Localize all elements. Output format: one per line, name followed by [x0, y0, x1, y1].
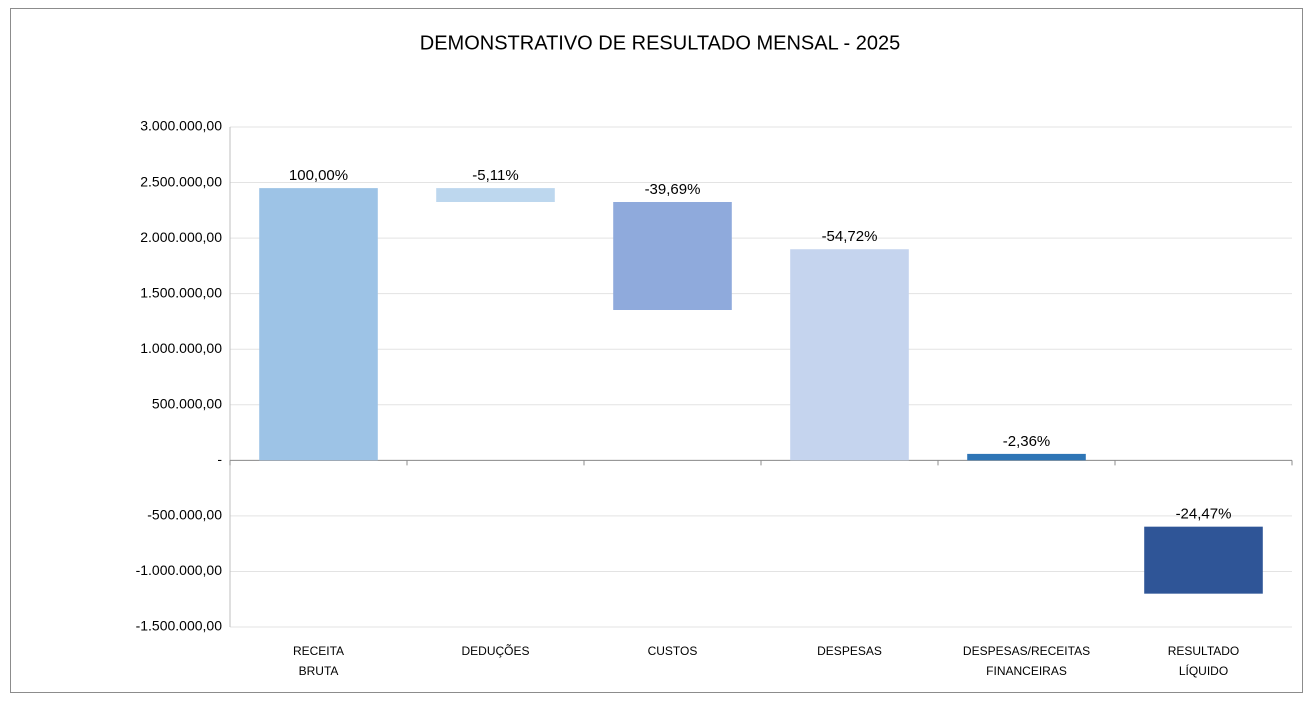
- bar: [790, 249, 909, 461]
- y-tick-label: 500.000,00: [152, 395, 222, 411]
- data-label: 100,00%: [289, 167, 348, 184]
- x-tick-label: DESPESAS/RECEITAS: [963, 644, 1090, 658]
- bar: [436, 188, 555, 202]
- x-tick-label: CUSTOS: [648, 644, 698, 658]
- y-tick-label: 2.500.000,00: [140, 173, 222, 189]
- data-label: -39,69%: [645, 181, 701, 198]
- x-tick-label: RECEITA: [293, 644, 344, 658]
- y-tick-label: 2.000.000,00: [140, 229, 222, 245]
- bar: [613, 202, 732, 310]
- bar: [967, 453, 1086, 461]
- y-tick-label: -1.000.000,00: [136, 562, 223, 578]
- y-tick-label: -: [217, 451, 222, 467]
- x-tick-label: DEDUÇÕES: [461, 643, 529, 658]
- data-label: -2,36%: [1003, 433, 1051, 450]
- bar: [1144, 526, 1263, 594]
- data-label: -5,11%: [472, 167, 518, 184]
- data-label: -24,47%: [1176, 506, 1232, 523]
- y-tick-label: 1.500.000,00: [140, 284, 222, 300]
- y-tick-label: -1.500.000,00: [136, 618, 223, 634]
- y-tick-label: 1.000.000,00: [140, 340, 222, 356]
- x-tick-label: BRUTA: [299, 664, 339, 678]
- x-tick-label: FINANCEIRAS: [986, 664, 1067, 678]
- y-tick-label: 3.000.000,00: [140, 118, 222, 134]
- chart-title: DEMONSTRATIVO DE RESULTADO MENSAL - 2025: [420, 32, 900, 54]
- x-tick-label: DESPESAS: [817, 644, 882, 658]
- bar: [259, 188, 378, 461]
- x-tick-label: LÍQUIDO: [1179, 663, 1228, 678]
- chart-border: [10, 8, 1303, 693]
- x-tick-label: RESULTADO: [1168, 644, 1240, 658]
- y-tick-label: -500.000,00: [147, 507, 222, 523]
- data-label: -54,72%: [822, 228, 878, 245]
